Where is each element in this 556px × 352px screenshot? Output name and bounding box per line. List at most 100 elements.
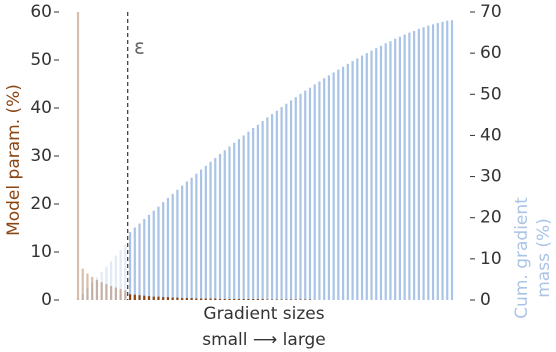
bar [171, 297, 174, 300]
bar [166, 297, 170, 300]
bar [413, 30, 416, 300]
bar [446, 20, 449, 300]
bar [242, 299, 245, 300]
bar [242, 135, 245, 300]
bar [337, 69, 340, 300]
bar [171, 193, 174, 300]
bar [228, 299, 231, 300]
bar [143, 218, 146, 300]
y-tick-label: 40 [30, 98, 52, 118]
bar [384, 43, 387, 301]
bar [199, 298, 203, 300]
bar [143, 295, 146, 300]
y2-tick-label: 70 [480, 2, 502, 22]
bar [256, 124, 259, 300]
bar [252, 128, 255, 300]
bar [389, 41, 392, 301]
bar [86, 273, 89, 300]
y2-tick-label: 20 [480, 208, 502, 228]
bar [105, 266, 108, 300]
bar [147, 296, 151, 300]
bar [119, 288, 122, 300]
bar [181, 298, 184, 300]
bar [95, 277, 99, 300]
bar [76, 12, 80, 300]
bar [237, 299, 241, 300]
bar [100, 272, 103, 300]
bar [318, 81, 321, 300]
bar [375, 48, 378, 300]
bar [408, 32, 411, 300]
bar [431, 24, 435, 300]
bar [370, 50, 373, 300]
bar [119, 250, 122, 300]
bar [114, 255, 117, 300]
y-tick-label: 0 [41, 290, 52, 310]
y-tick-label: 30 [30, 146, 52, 166]
bar [209, 161, 212, 300]
bar [176, 189, 179, 300]
bar [91, 276, 94, 300]
bar [190, 298, 193, 300]
bar [86, 288, 89, 300]
bar [81, 293, 84, 300]
bar [199, 169, 203, 300]
y2-tick-label: 10 [480, 249, 502, 269]
bar [110, 286, 113, 300]
bar [280, 107, 283, 300]
bar [152, 210, 155, 300]
bar [417, 28, 420, 301]
bar [247, 131, 250, 300]
y-axis-label: Model param. (%) [4, 84, 24, 236]
bar [304, 90, 307, 300]
y-tick-label: 50 [30, 50, 52, 70]
bar [261, 299, 264, 300]
bar [261, 121, 264, 301]
bar [214, 158, 217, 300]
bar [398, 36, 402, 300]
bar [327, 75, 331, 300]
bar [237, 139, 241, 300]
y2-axis-label: mass (%) [534, 218, 554, 298]
bar [228, 146, 231, 300]
bar [195, 173, 198, 300]
y-tick-label: 10 [30, 242, 52, 262]
bar [256, 299, 259, 300]
bar [157, 206, 160, 300]
bar [422, 27, 425, 300]
bar [403, 34, 406, 300]
bar [185, 181, 188, 300]
bar [176, 297, 179, 300]
bar [379, 45, 383, 300]
bar [124, 244, 127, 300]
bar [105, 284, 108, 300]
bar [436, 23, 439, 300]
bar [81, 268, 84, 300]
bar [152, 296, 155, 300]
y2-tick-label: 60 [480, 43, 502, 63]
bar [299, 93, 302, 300]
bar [209, 298, 212, 300]
bar [233, 142, 236, 300]
bar [204, 165, 207, 300]
bar [124, 290, 127, 300]
bar [342, 66, 345, 300]
bar [114, 287, 117, 300]
bar [128, 294, 132, 300]
bar [166, 197, 170, 300]
bar [427, 25, 430, 300]
bar [91, 283, 94, 300]
bar [76, 298, 80, 300]
bar [275, 110, 278, 300]
bar [195, 298, 198, 300]
bar [190, 177, 193, 300]
bar [223, 150, 226, 300]
bar [308, 87, 312, 301]
bar [110, 261, 113, 300]
bar [233, 299, 236, 300]
bar [185, 298, 188, 300]
y2-tick-label: 0 [480, 290, 491, 310]
bar [356, 58, 359, 301]
bar [252, 299, 255, 300]
bar [133, 294, 136, 300]
